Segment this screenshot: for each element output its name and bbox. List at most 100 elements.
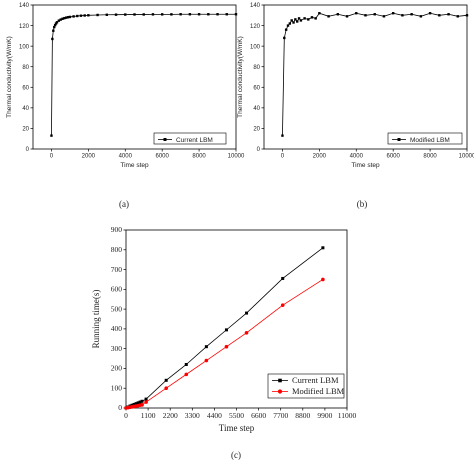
data-point — [140, 403, 144, 407]
legend-label: Current LBM — [292, 375, 339, 385]
data-point — [83, 14, 86, 17]
data-point — [53, 23, 57, 27]
legend-box — [267, 373, 345, 399]
y-tick-label: 120 — [250, 24, 261, 30]
data-point — [124, 13, 127, 16]
data-point — [234, 13, 238, 16]
chart-panel-b: 0 2000 4000 6000 8000 10000 0 20 40 60 80 100 120 140… — [237, 3, 474, 169]
caption-a: (a) — [119, 199, 129, 209]
data-point — [63, 16, 66, 20]
data-point — [364, 14, 367, 17]
data-point — [151, 13, 155, 16]
legend-marker — [397, 138, 401, 141]
data-point — [288, 22, 292, 25]
x-tick-label: 6000 — [387, 154, 401, 160]
x-tick-label: 6600 — [251, 411, 266, 420]
x-tick-label: 4000 — [350, 154, 364, 160]
data-point — [290, 19, 293, 22]
data-point — [244, 331, 249, 335]
data-point — [144, 400, 148, 404]
data-point — [456, 15, 459, 18]
data-point — [50, 134, 53, 137]
data-point — [281, 276, 285, 280]
data-point — [391, 12, 395, 15]
y-tick-label: 200 — [111, 364, 123, 373]
legend-label: Modified LBM — [292, 386, 345, 396]
x-tick-label: 5500 — [229, 411, 244, 420]
x-tick-label: 4400 — [207, 411, 222, 420]
data-point — [321, 277, 325, 282]
y-tick-label: 80 — [253, 65, 260, 71]
y-tick-label: 140 — [250, 3, 261, 9]
plot-frame — [263, 4, 468, 150]
x-tick-label: 0 — [124, 411, 128, 420]
y-tick-label: 40 — [253, 106, 260, 112]
x-tick-label: 3300 — [185, 411, 200, 420]
y-tick-label: 120 — [19, 24, 30, 30]
data-point — [225, 13, 228, 16]
data-point — [314, 17, 317, 20]
data-point — [142, 13, 145, 16]
data-point — [57, 19, 61, 22]
data-point — [96, 13, 99, 17]
y-tick-label: 100 — [19, 44, 30, 50]
data-point — [134, 402, 138, 406]
data-point — [465, 14, 469, 17]
data-point — [164, 378, 168, 382]
data-point — [65, 16, 68, 19]
y-tick-label: 80 — [22, 65, 29, 71]
legend-box — [387, 132, 463, 145]
y-tick-label: 100 — [111, 383, 123, 392]
x-tick-label: 11000 — [338, 411, 357, 420]
x-tick-label: 8000 — [423, 154, 437, 160]
data-point — [292, 21, 295, 24]
data-point — [52, 29, 55, 32]
data-point — [447, 13, 450, 16]
data-point — [224, 328, 228, 332]
x-axis-label: Time step — [120, 162, 149, 169]
data-point — [53, 25, 56, 29]
x-tick-label: 8800 — [295, 411, 310, 420]
data-point — [382, 15, 386, 18]
data-point — [66, 16, 70, 19]
x-tick-label: 2000 — [82, 154, 96, 160]
x-tick-label: 6000 — [156, 154, 170, 160]
data-point — [144, 397, 148, 401]
y-tick-label: 20 — [253, 127, 260, 133]
data-point — [294, 18, 297, 21]
data-point — [296, 20, 299, 23]
legend-marker — [278, 378, 282, 383]
data-point — [204, 345, 208, 349]
data-point — [245, 311, 249, 315]
y-tick-label: 140 — [19, 3, 30, 9]
data-point — [428, 12, 432, 15]
data-point — [310, 16, 314, 19]
x-tick-label: 1100 — [141, 411, 156, 420]
legend-marker — [277, 389, 283, 394]
data-point — [280, 303, 285, 307]
series-line-1 — [282, 12, 468, 136]
data-point — [321, 246, 325, 250]
legend-box — [153, 132, 227, 145]
data-point — [297, 17, 301, 20]
x-tick-label: 8000 — [192, 154, 206, 160]
x-tick-label: 0 — [50, 154, 54, 160]
data-point — [72, 15, 75, 18]
data-point — [419, 15, 423, 18]
data-point — [136, 401, 140, 405]
y-tick-label: 300 — [111, 344, 123, 353]
y-tick-label: 800 — [111, 245, 123, 254]
data-point — [286, 24, 290, 27]
y-tick-label: 20 — [22, 127, 29, 133]
data-point — [355, 12, 358, 15]
data-point — [373, 13, 376, 16]
x-tick-label: 0 — [281, 154, 285, 160]
x-tick-label: 10000 — [459, 154, 474, 160]
y-axis-label: Thermal conductivity(W/mK) — [6, 36, 13, 118]
y-tick-label: 500 — [111, 304, 123, 313]
data-point — [132, 402, 136, 406]
y-tick-label: 700 — [111, 265, 123, 274]
y-tick-label: 60 — [253, 85, 260, 91]
data-point — [105, 13, 109, 16]
